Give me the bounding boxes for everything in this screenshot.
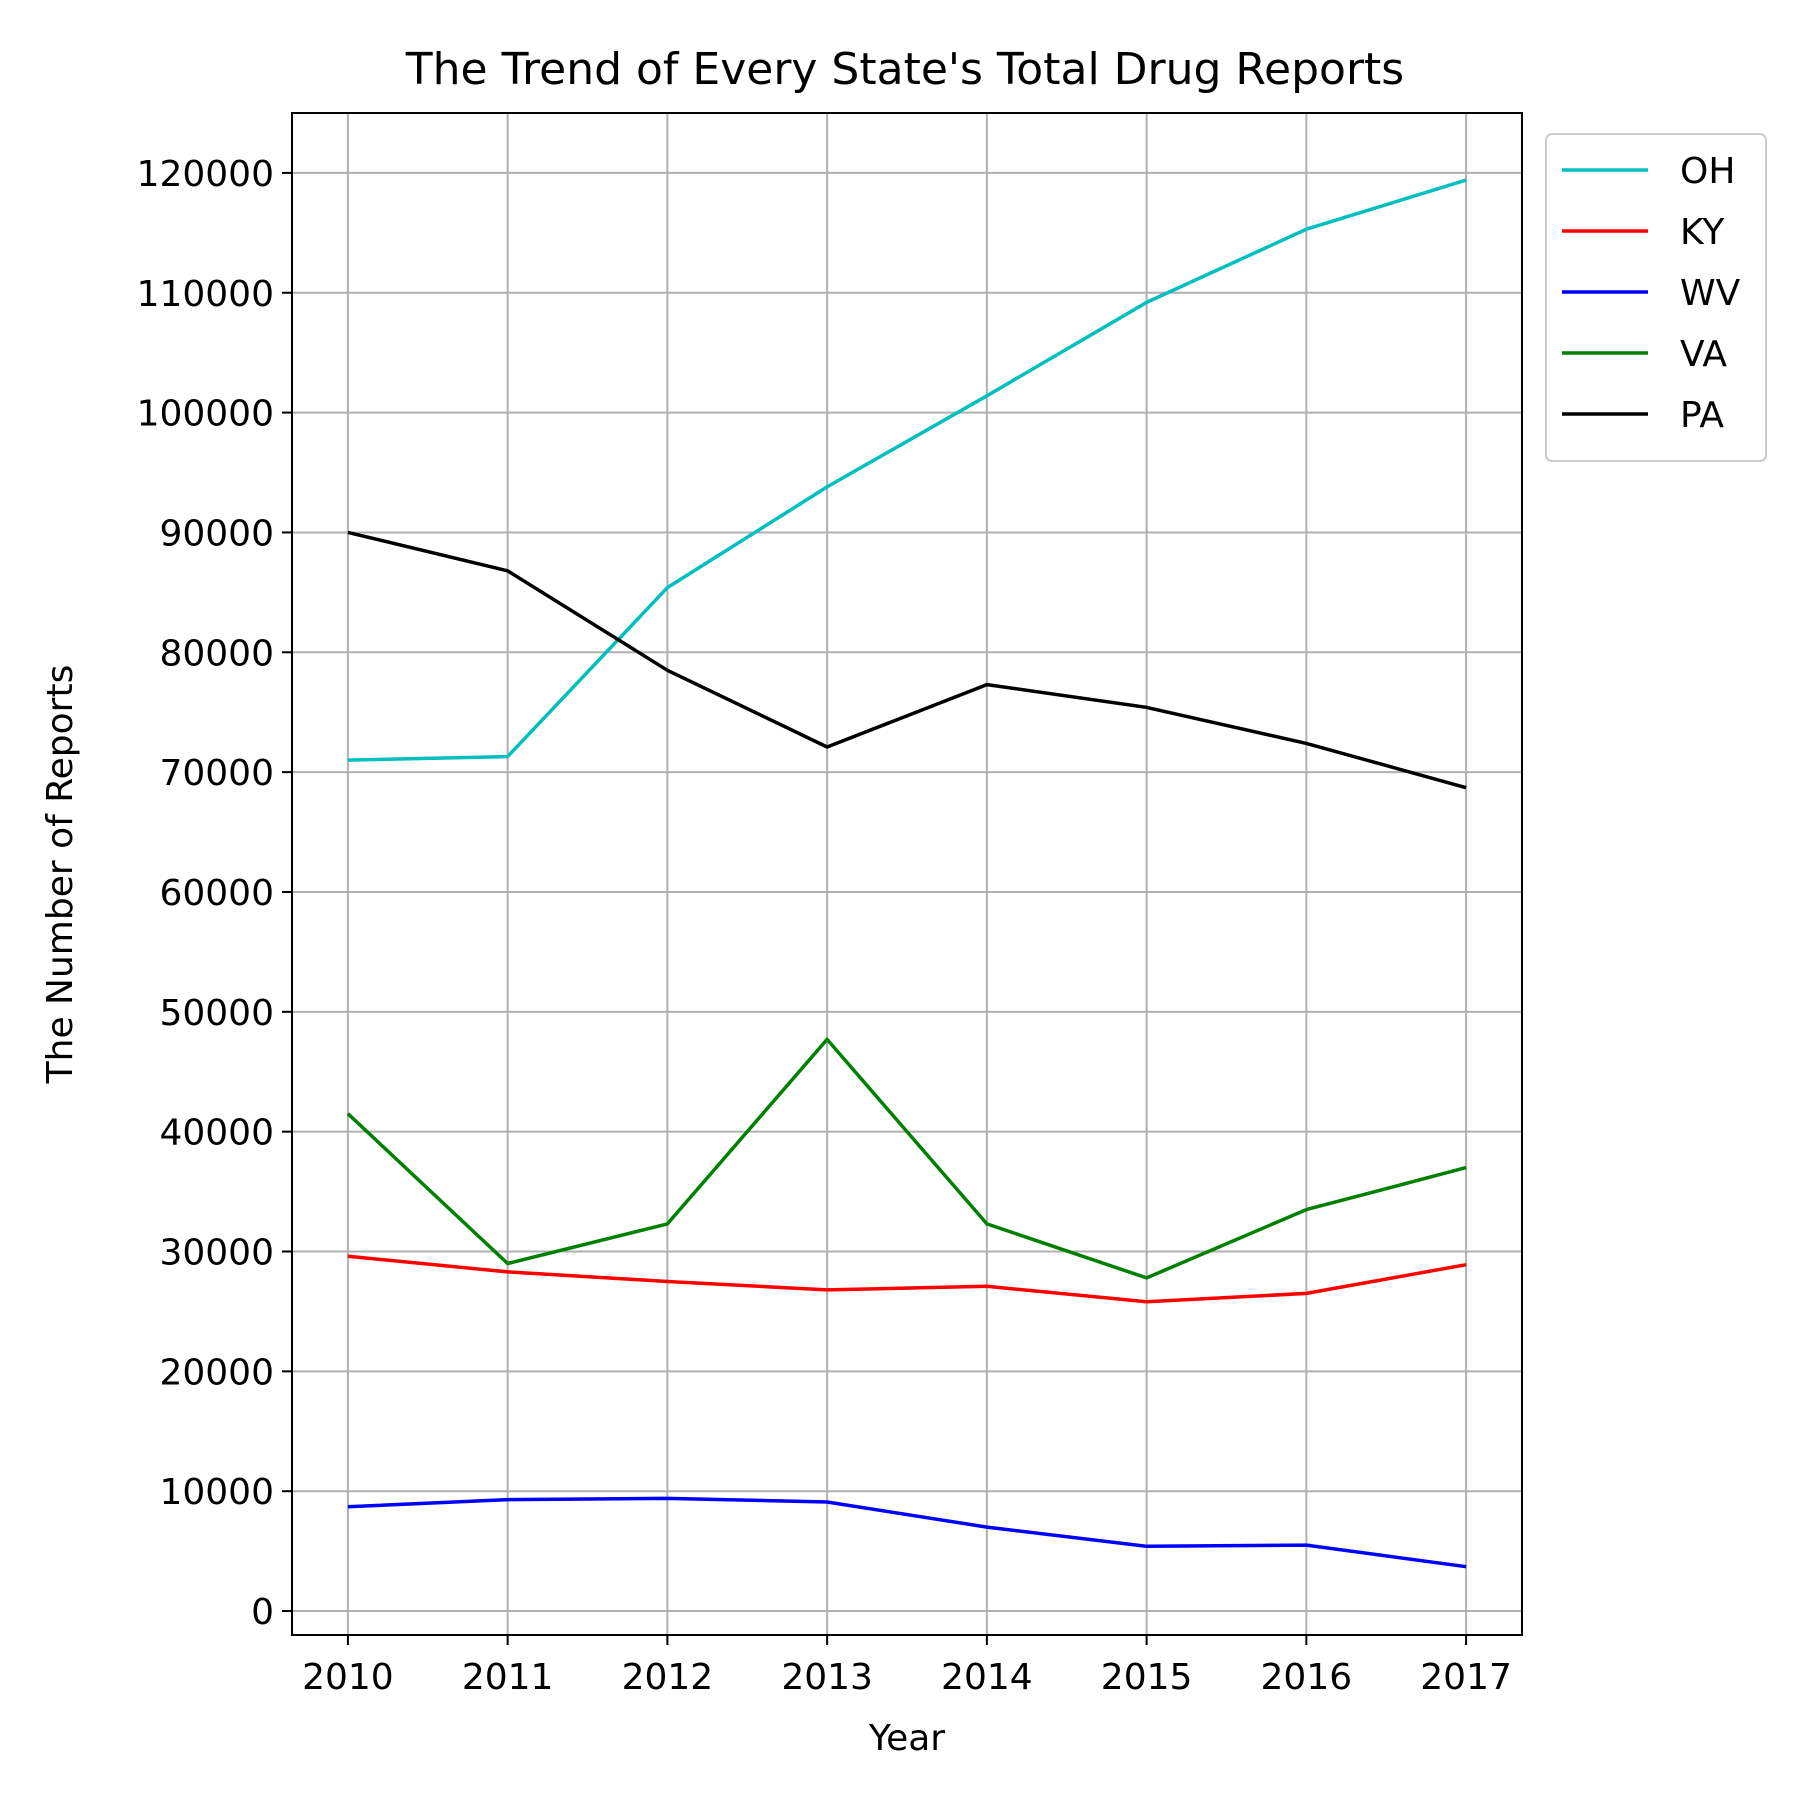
legend-label-pa: PA xyxy=(1680,395,1724,436)
y-axis-title: The Number of Reports xyxy=(40,665,81,1085)
x-tick-label: 2012 xyxy=(622,1657,714,1698)
legend-label-va: VA xyxy=(1680,334,1727,375)
x-axis-title: Year xyxy=(868,1718,945,1759)
y-tick-label: 90000 xyxy=(159,513,274,554)
series-lines xyxy=(346,178,1467,1569)
x-tick-label: 2010 xyxy=(302,1657,394,1698)
chart-title: The Trend of Every State's Total Drug Re… xyxy=(405,44,1404,95)
y-tick-label: 0 xyxy=(251,1592,274,1633)
y-tick-label: 40000 xyxy=(159,1113,274,1154)
legend-box xyxy=(1545,133,1767,462)
x-tick-label: 2011 xyxy=(462,1657,554,1698)
series-line-oh xyxy=(347,178,1467,762)
series-line-pa xyxy=(347,530,1467,790)
legend: OH KY WV VA PA xyxy=(1545,133,1767,462)
legend-label-ky: KY xyxy=(1680,212,1725,253)
plot-frame xyxy=(291,112,1523,1636)
grid-lines xyxy=(292,113,1522,1635)
y-tick-label: 70000 xyxy=(159,753,274,794)
y-tick-label: 80000 xyxy=(159,633,274,674)
legend-label-oh: OH xyxy=(1680,151,1735,192)
x-tick-label: 2016 xyxy=(1261,1657,1353,1698)
y-tick-label: 20000 xyxy=(159,1352,274,1393)
y-tick-label: 10000 xyxy=(159,1472,274,1513)
x-tick-label: 2013 xyxy=(781,1657,873,1698)
legend-label-wv: WV xyxy=(1680,273,1741,314)
y-tick-label: 50000 xyxy=(159,993,274,1034)
series-line-wv xyxy=(347,1496,1467,1569)
x-tick-label: 2015 xyxy=(1101,1657,1193,1698)
x-tick-label: 2017 xyxy=(1420,1657,1512,1698)
x-tick-label: 2014 xyxy=(941,1657,1033,1698)
y-tick-label: 60000 xyxy=(159,873,274,914)
y-axis: 0 10000 20000 30000 40000 50000 60000 70000 8000… xyxy=(137,154,292,1633)
y-tick-label: 110000 xyxy=(137,274,274,315)
y-tick-label: 120000 xyxy=(137,154,274,195)
x-axis: 2010 2011 2012 2013 2014 2015 2016 2017 xyxy=(302,1635,1512,1698)
y-tick-label: 30000 xyxy=(159,1233,274,1274)
y-tick-label: 100000 xyxy=(137,394,274,435)
series-line-va xyxy=(346,1037,1467,1280)
series-line-ky xyxy=(347,1254,1467,1304)
